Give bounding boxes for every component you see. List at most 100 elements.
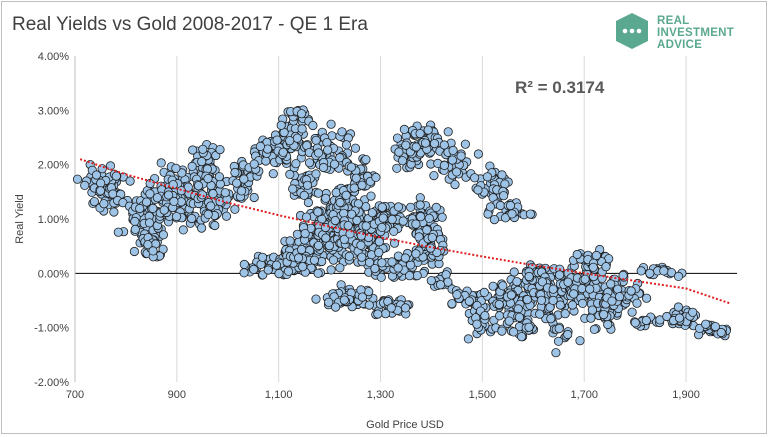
data-point xyxy=(135,203,145,214)
logo-line-3: ADVICE xyxy=(657,39,703,51)
data-point xyxy=(627,307,637,317)
data-point xyxy=(393,202,404,212)
data-point xyxy=(710,321,721,332)
data-point xyxy=(636,266,646,276)
data-point xyxy=(335,153,345,163)
data-point xyxy=(392,133,403,143)
data-point xyxy=(429,139,440,149)
data-point xyxy=(323,145,333,155)
data-point xyxy=(187,161,197,171)
data-point xyxy=(416,212,426,222)
x-axis-label: Gold Price USD xyxy=(366,419,444,431)
data-point xyxy=(386,303,396,313)
data-point xyxy=(339,234,349,244)
chart-title: Real Yields vs Gold 2008-2017 - QE 1 Era xyxy=(12,14,368,35)
x-tick-label: 1,100 xyxy=(265,389,293,401)
data-point xyxy=(337,127,347,137)
data-point xyxy=(392,163,402,173)
data-point xyxy=(460,139,470,149)
data-point xyxy=(349,183,359,193)
data-point xyxy=(130,216,140,226)
data-point xyxy=(400,253,410,263)
data-point xyxy=(366,191,376,201)
data-point xyxy=(479,287,489,297)
data-point xyxy=(321,193,331,203)
data-point xyxy=(447,155,457,165)
data-point xyxy=(464,296,474,306)
y-tick-label: 2.00% xyxy=(38,160,69,172)
data-point xyxy=(567,300,578,310)
data-point xyxy=(95,186,106,196)
data-point xyxy=(426,275,436,286)
data-point xyxy=(364,300,374,310)
y-axis-label: Real Yield xyxy=(14,194,26,244)
data-point xyxy=(405,202,416,212)
data-point xyxy=(296,245,307,255)
data-point xyxy=(414,232,424,242)
data-point xyxy=(456,151,466,161)
data-point xyxy=(504,316,514,326)
data-point xyxy=(645,268,655,278)
data-point xyxy=(373,309,383,319)
data-point xyxy=(278,147,288,157)
data-point xyxy=(588,262,598,272)
data-point xyxy=(546,314,556,324)
data-point xyxy=(292,133,302,143)
data-point xyxy=(142,197,152,207)
data-point xyxy=(313,268,323,278)
data-point xyxy=(230,167,240,178)
data-point xyxy=(701,319,711,329)
data-point xyxy=(688,307,698,317)
data-point xyxy=(197,223,207,233)
data-point xyxy=(577,283,587,294)
data-point xyxy=(255,141,265,151)
data-point xyxy=(215,145,225,155)
data-point xyxy=(220,188,230,198)
data-point xyxy=(361,155,371,165)
data-point xyxy=(586,313,596,323)
data-point xyxy=(293,253,304,263)
data-point xyxy=(420,138,431,148)
data-point xyxy=(193,181,204,191)
data-point xyxy=(606,279,616,289)
data-point xyxy=(601,262,611,272)
data-point xyxy=(387,214,397,224)
x-tick-label: 1,900 xyxy=(672,389,700,401)
data-point xyxy=(659,266,669,276)
data-point xyxy=(330,302,341,312)
r-squared-annotation: R² = 0.3174 xyxy=(515,78,605,97)
data-point xyxy=(514,312,525,322)
data-point xyxy=(297,124,307,134)
data-point xyxy=(411,219,421,229)
data-point xyxy=(197,157,207,167)
data-point xyxy=(563,329,573,340)
trendline xyxy=(79,158,730,305)
data-point xyxy=(580,274,590,284)
data-point xyxy=(292,229,302,239)
data-point xyxy=(303,197,313,208)
data-point xyxy=(313,188,323,198)
data-point xyxy=(398,216,408,226)
data-point xyxy=(324,241,334,251)
data-point xyxy=(489,215,499,225)
data-point xyxy=(237,186,247,196)
data-point xyxy=(508,327,519,337)
data-point xyxy=(111,171,121,181)
data-point xyxy=(435,280,446,290)
data-point xyxy=(569,289,579,299)
data-point xyxy=(164,190,174,200)
data-point xyxy=(239,174,249,184)
data-point xyxy=(536,295,547,305)
data-point xyxy=(172,212,182,222)
data-point xyxy=(144,218,155,228)
data-point xyxy=(328,255,339,265)
data-point xyxy=(591,250,602,261)
data-point xyxy=(463,334,473,344)
data-point xyxy=(326,119,336,129)
data-point xyxy=(249,159,259,169)
data-point xyxy=(299,190,309,200)
data-point xyxy=(313,241,324,251)
data-point xyxy=(548,284,558,294)
chat-dots-icon xyxy=(616,13,648,49)
data-point xyxy=(522,294,532,305)
